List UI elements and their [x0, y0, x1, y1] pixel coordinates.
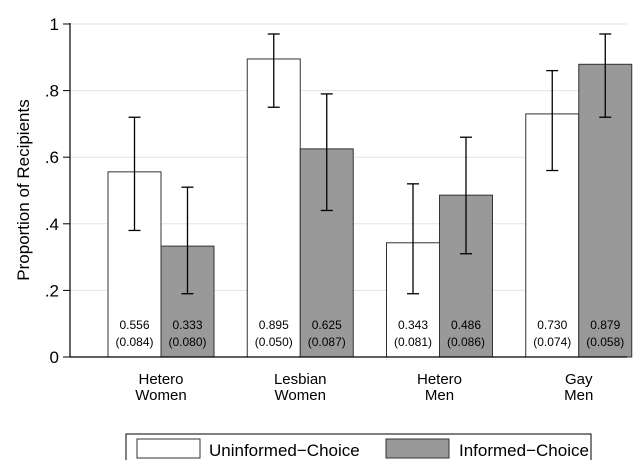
y-axis-label: Proportion of Recipients	[14, 99, 33, 280]
legend: Uninformed−Choice Informed−Choice	[125, 433, 592, 460]
x-category-label: Hetero	[417, 371, 462, 388]
bar-se-label: (0.080)	[168, 335, 206, 349]
bar-se-label: (0.087)	[308, 335, 346, 349]
x-category-label: Men	[425, 387, 454, 404]
bar-se-label: (0.050)	[255, 335, 293, 349]
y-axis: 0 .2 .4 .6 .8 1	[45, 15, 627, 367]
bar-value-label: 0.486	[451, 318, 481, 332]
bar-se-label: (0.081)	[394, 335, 432, 349]
legend-label: Informed−Choice	[459, 441, 589, 460]
y-tick-label: .2	[45, 281, 59, 300]
y-tick-label: .8	[45, 82, 59, 101]
x-category-label: Women	[135, 387, 186, 404]
bar-value-label: 0.895	[259, 318, 289, 332]
bar-se-label: (0.074)	[533, 335, 571, 349]
legend-swatch	[385, 438, 450, 459]
y-tick-label: .4	[45, 215, 59, 234]
x-category-label: Lesbian	[274, 371, 327, 388]
x-category-label: Hetero	[138, 371, 183, 388]
bar-value-label: 0.730	[537, 318, 567, 332]
bar-se-label: (0.084)	[115, 335, 153, 349]
legend-box	[125, 433, 592, 460]
x-category-label: Men	[564, 387, 593, 404]
bar-value-label: 0.333	[172, 318, 202, 332]
bar-value-label: 0.556	[119, 318, 149, 332]
bars: 0.556 (0.084) 0.333 (0.080) 0.895 (0.050) 0.62…	[107, 33, 633, 358]
y-tick-label: .6	[45, 148, 59, 167]
y-tick-label: 0	[50, 348, 59, 367]
y-tick-label: 1	[50, 15, 59, 34]
bar-se-label: (0.086)	[447, 335, 485, 349]
legend-swatch	[136, 438, 201, 459]
bar-value-label: 0.343	[398, 318, 428, 332]
bar-value-label: 0.879	[590, 318, 620, 332]
x-category-label: Women	[275, 387, 326, 404]
bar-se-label: (0.058)	[586, 335, 624, 349]
bar-value-label: 0.625	[312, 318, 342, 332]
x-category-label: Gay	[565, 371, 593, 388]
legend-label: Uninformed−Choice	[209, 441, 360, 460]
